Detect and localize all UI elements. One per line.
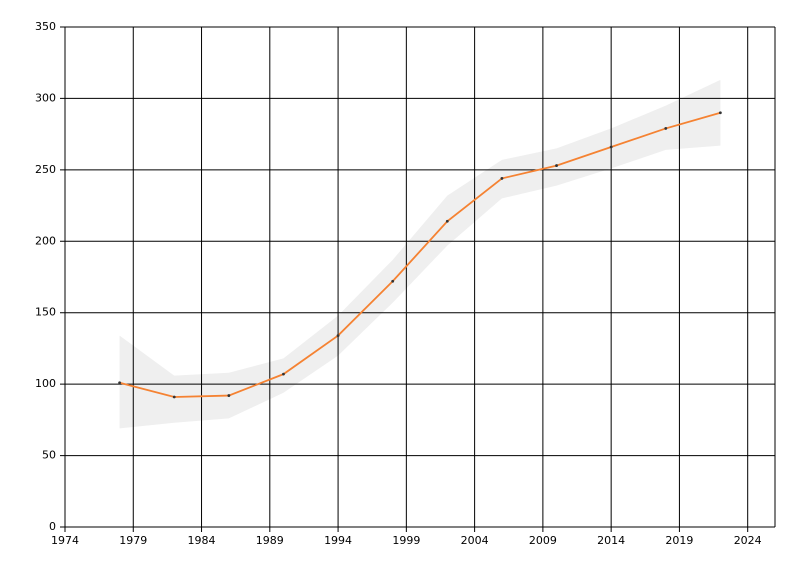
x-tick-label: 2009 bbox=[529, 534, 557, 547]
x-tick-label: 1994 bbox=[324, 534, 352, 547]
y-tick-label: 50 bbox=[42, 449, 56, 462]
point bbox=[282, 372, 285, 376]
x-tick-label: 1999 bbox=[392, 534, 420, 547]
x-tick-label: 1974 bbox=[51, 534, 79, 547]
x-tick-label: 2004 bbox=[461, 534, 489, 547]
x-tick-label: 2019 bbox=[665, 534, 693, 547]
point bbox=[500, 177, 504, 180]
line bbox=[119, 111, 721, 398]
x-tick-label: 1984 bbox=[188, 534, 216, 547]
y-tick-label: 150 bbox=[35, 306, 56, 319]
point bbox=[118, 381, 122, 385]
x-tick-label: 2014 bbox=[597, 534, 625, 547]
point bbox=[391, 279, 395, 283]
y-tick-label: 200 bbox=[35, 234, 56, 247]
point bbox=[664, 127, 668, 130]
point bbox=[555, 164, 558, 167]
point bbox=[445, 219, 449, 223]
y-tick-label: 100 bbox=[35, 377, 56, 390]
y-tick-label: 350 bbox=[35, 20, 56, 33]
point bbox=[172, 395, 176, 399]
x-tick-label: 2024 bbox=[734, 534, 762, 547]
y-tick-label: 0 bbox=[49, 520, 56, 533]
point bbox=[718, 111, 722, 115]
confidence-band bbox=[119, 79, 721, 429]
y-tick-label: 250 bbox=[35, 163, 56, 176]
x-tick-label: 1979 bbox=[119, 534, 147, 547]
point bbox=[336, 334, 340, 337]
y-tick-label: 300 bbox=[35, 91, 56, 104]
point bbox=[609, 145, 613, 149]
point bbox=[227, 394, 231, 397]
x-tick-label: 1989 bbox=[256, 534, 284, 547]
